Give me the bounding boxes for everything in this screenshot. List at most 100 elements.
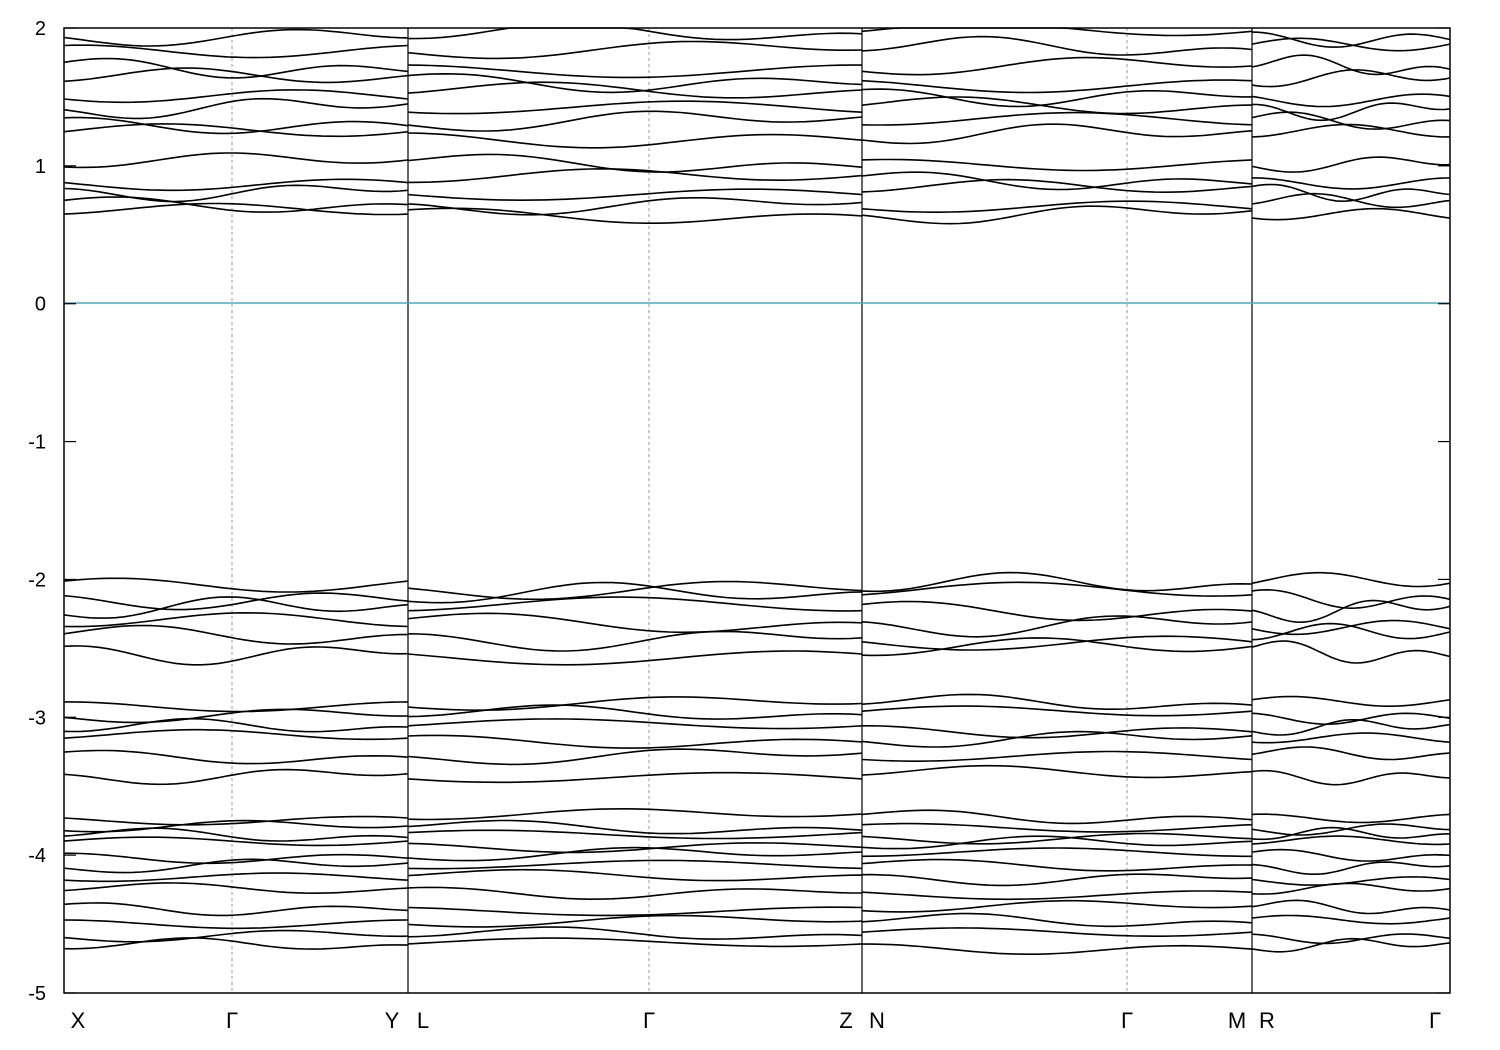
band-line-18 bbox=[63, 645, 409, 666]
ytick-label-0: -5 bbox=[28, 983, 46, 1005]
band-line-30 bbox=[63, 858, 409, 874]
band-line-81 bbox=[861, 96, 1253, 115]
band-line-22 bbox=[63, 728, 409, 741]
ytick-label-7: 2 bbox=[35, 18, 46, 40]
ytick-label-4: -1 bbox=[28, 432, 46, 454]
band-line-71 bbox=[407, 914, 863, 928]
band-line-79 bbox=[861, 123, 1253, 145]
band-line-3 bbox=[63, 178, 409, 192]
band-line-95 bbox=[862, 725, 1253, 739]
band-line-96 bbox=[861, 730, 1253, 748]
ytick-label-6: 1 bbox=[35, 156, 46, 178]
band-line-132 bbox=[1251, 719, 1451, 736]
band-line-94 bbox=[861, 705, 1253, 717]
band-line-23 bbox=[63, 749, 409, 765]
kpoint-label-10: Γ bbox=[1429, 1008, 1441, 1033]
band-line-136 bbox=[1251, 813, 1451, 824]
band-line-36 bbox=[63, 937, 409, 950]
kpoint-label-1: Γ bbox=[226, 1008, 238, 1033]
band-line-91 bbox=[861, 635, 1253, 651]
band-line-124 bbox=[1251, 571, 1451, 588]
band-line-87 bbox=[861, 571, 1253, 593]
band-line-113 bbox=[1251, 183, 1451, 203]
ytick-label-3: -2 bbox=[28, 569, 46, 591]
band-line-143 bbox=[1251, 882, 1451, 895]
band-line-114 bbox=[1252, 177, 1451, 190]
band-line-47 bbox=[407, 64, 862, 79]
band-line-6 bbox=[63, 116, 409, 135]
band-line-7 bbox=[63, 97, 409, 120]
band-lines bbox=[63, 27, 1451, 955]
band-line-139 bbox=[1251, 835, 1451, 846]
band-line-70 bbox=[407, 906, 863, 917]
band-line-12 bbox=[63, 28, 409, 47]
band-line-144 bbox=[1251, 899, 1451, 915]
band-line-41 bbox=[407, 153, 863, 173]
band-line-141 bbox=[1251, 861, 1451, 875]
band-line-59 bbox=[407, 734, 863, 749]
band-line-28 bbox=[63, 836, 409, 847]
band-line-46 bbox=[407, 72, 863, 94]
band-line-27 bbox=[63, 827, 409, 842]
kpoint-label-5: Z bbox=[839, 1008, 852, 1033]
band-line-111 bbox=[1251, 207, 1451, 221]
band-line-130 bbox=[1251, 695, 1451, 707]
band-line-107 bbox=[861, 899, 1253, 913]
band-line-101 bbox=[861, 832, 1253, 845]
band-line-125 bbox=[1251, 588, 1451, 610]
ytick-label-5: 0 bbox=[35, 294, 46, 316]
band-line-39 bbox=[407, 188, 863, 202]
kpoint-label-3: L bbox=[417, 1008, 429, 1033]
band-line-109 bbox=[861, 927, 1253, 937]
band-line-67 bbox=[407, 859, 863, 870]
band-line-8 bbox=[63, 89, 409, 104]
band-line-93 bbox=[861, 693, 1253, 710]
band-line-40 bbox=[407, 167, 863, 184]
band-line-61 bbox=[407, 771, 863, 784]
band-line-24 bbox=[63, 768, 409, 786]
band-line-38 bbox=[407, 197, 863, 216]
band-line-37 bbox=[407, 207, 863, 224]
band-line-5 bbox=[63, 123, 409, 138]
band-line-45 bbox=[407, 81, 863, 99]
band-line-66 bbox=[407, 846, 863, 862]
ytick-label-1: -4 bbox=[28, 845, 46, 867]
band-line-108 bbox=[861, 912, 1253, 928]
band-line-106 bbox=[861, 890, 1253, 901]
band-line-82 bbox=[861, 88, 1252, 108]
band-line-146 bbox=[1251, 933, 1451, 945]
band-line-133 bbox=[1251, 732, 1451, 744]
band-line-33 bbox=[63, 902, 409, 917]
band-line-72 bbox=[407, 926, 863, 940]
band-line-35 bbox=[63, 929, 409, 943]
ytick-label-2: -3 bbox=[28, 707, 46, 729]
band-line-15 bbox=[63, 596, 409, 619]
band-line-77 bbox=[861, 171, 1253, 191]
band-line-138 bbox=[1251, 826, 1450, 841]
band-line-13 bbox=[63, 577, 409, 593]
band-line-25 bbox=[63, 815, 409, 826]
band-line-10 bbox=[63, 57, 409, 79]
band-line-85 bbox=[861, 35, 1253, 56]
band-line-116 bbox=[1251, 123, 1450, 138]
band-line-134 bbox=[1251, 746, 1451, 761]
band-line-98 bbox=[861, 764, 1253, 779]
band-line-74 bbox=[861, 205, 1253, 225]
band-line-121 bbox=[1251, 54, 1451, 76]
band-line-135 bbox=[1251, 769, 1451, 786]
kpoint-label-8: M bbox=[1228, 1008, 1246, 1033]
band-line-43 bbox=[407, 110, 863, 132]
band-line-14 bbox=[63, 592, 409, 611]
band-line-92 bbox=[861, 637, 1253, 657]
band-line-105 bbox=[861, 873, 1253, 887]
band-line-128 bbox=[1251, 622, 1451, 641]
band-line-63 bbox=[407, 819, 863, 835]
band-line-117 bbox=[1251, 111, 1451, 130]
band-line-19 bbox=[64, 701, 409, 713]
band-line-145 bbox=[1251, 914, 1451, 925]
band-line-16 bbox=[63, 611, 409, 628]
band-line-88 bbox=[861, 581, 1253, 597]
